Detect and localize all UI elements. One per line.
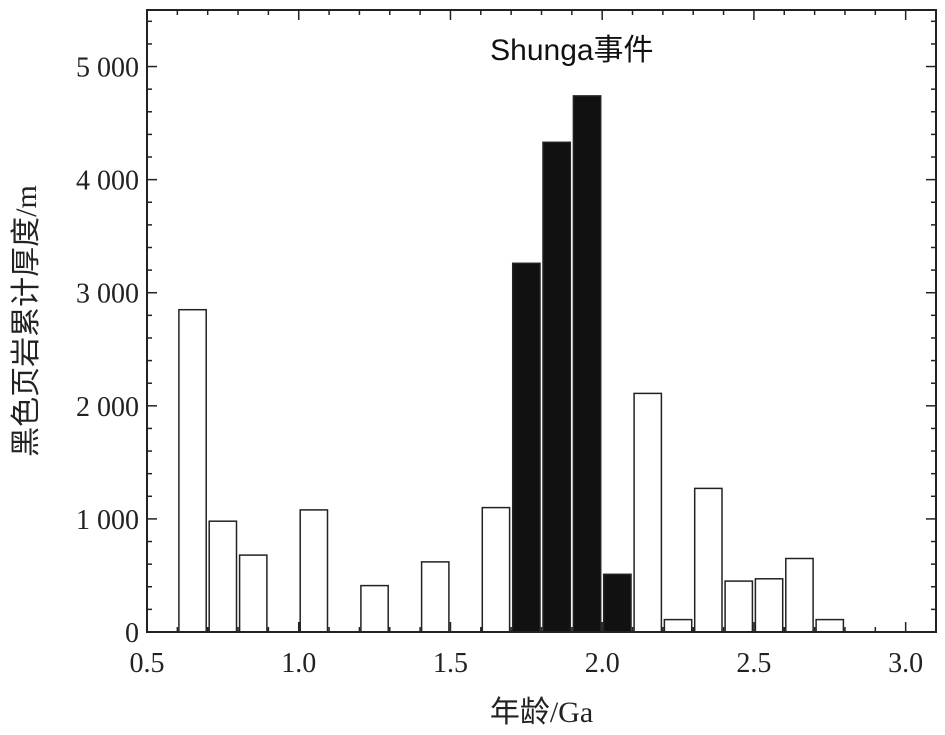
bar-highlighted — [511, 262, 541, 633]
x-axis-label: 年龄/Ga — [490, 696, 593, 729]
bar — [815, 618, 845, 633]
bar — [360, 584, 389, 633]
x-tick-label: 1.0 — [281, 648, 316, 679]
y-tick-label: 0 — [125, 618, 139, 649]
bar — [420, 561, 450, 633]
x-tick-label: 2.0 — [585, 648, 620, 679]
x-tick-label: 2.5 — [736, 648, 771, 679]
bar — [481, 506, 511, 633]
bar — [238, 554, 268, 633]
y-tick-label: 5 000 — [76, 53, 139, 84]
y-tick-label: 2 000 — [76, 392, 139, 423]
bars — [178, 95, 845, 633]
bar-highlighted — [572, 95, 602, 633]
bar — [299, 509, 329, 633]
bar — [785, 557, 814, 633]
y-tick-label: 1 000 — [76, 505, 139, 536]
bar — [633, 392, 663, 633]
x-tick-label: 0.5 — [130, 648, 165, 679]
bar — [663, 618, 693, 633]
x-tick-label: 1.5 — [433, 648, 468, 679]
bar — [724, 580, 754, 633]
bar — [754, 578, 784, 633]
y-tick-label: 3 000 — [76, 279, 139, 310]
x-tick-label: 3.0 — [888, 648, 923, 679]
bar-highlighted — [602, 573, 632, 633]
y-tick-label: 4 000 — [76, 166, 139, 197]
plot-frame — [146, 9, 937, 633]
annotation-label: Shunga事件 — [490, 34, 653, 67]
bar-highlighted — [542, 141, 572, 633]
bar — [208, 520, 238, 633]
bar — [178, 308, 207, 633]
bar — [693, 487, 723, 633]
ticks: 0.5 1.0 1.5 2.0 2.5 3.0 0 1 000 2 000 3 000 4 000 5… — [76, 10, 936, 679]
y-axis-label: 黑色页岩累计厚度/m — [10, 185, 43, 457]
